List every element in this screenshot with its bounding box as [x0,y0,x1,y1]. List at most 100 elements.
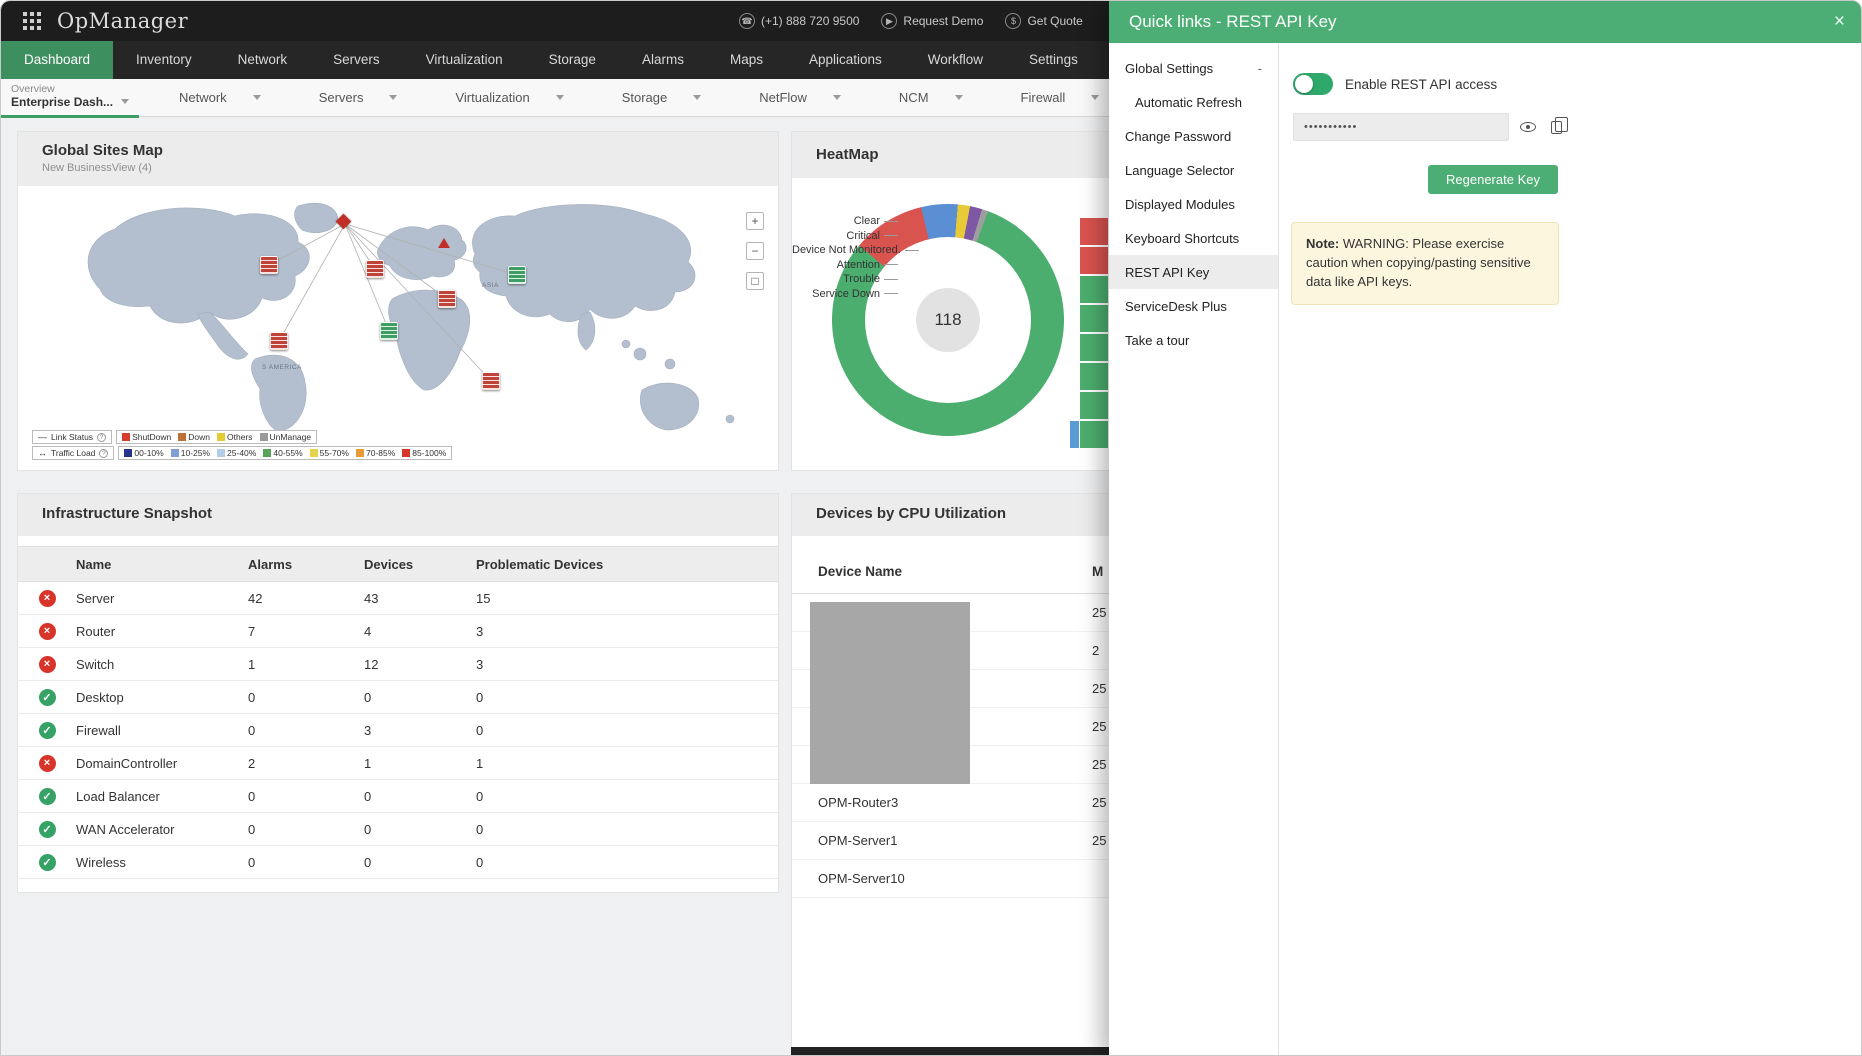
regenerate-key-button[interactable]: Regenerate Key [1428,165,1558,194]
table-row[interactable]: × Server 42 43 15 [18,582,778,615]
alarms-cell[interactable]: 7 [248,623,256,639]
problematic-cell[interactable]: 0 [476,722,484,738]
alarms-cell[interactable]: 0 [248,722,256,738]
world-map[interactable]: ASIA S AMERICA [30,194,768,434]
heatmap-cell-partial[interactable] [1070,421,1079,448]
devices-cell[interactable]: 0 [364,854,372,870]
devices-cell[interactable]: 0 [364,788,372,804]
problematic-cell[interactable]: 3 [476,623,484,639]
heatmap-cell[interactable] [1080,218,1108,245]
alarms-cell[interactable]: 42 [248,590,263,606]
subnav-item[interactable]: Servers [319,90,398,105]
table-row[interactable]: 25 [792,708,1210,746]
active-dashboard-tab[interactable]: Overview Enterprise Dash... [1,79,139,118]
subnav-item[interactable]: Network [179,90,261,105]
alarms-cell[interactable]: 1 [248,656,256,672]
device-name-cell[interactable]: OPM-Server1 [818,833,898,848]
map-device-icon[interactable] [482,372,500,390]
subnav-item[interactable]: Storage [622,90,702,105]
problematic-cell[interactable]: 0 [476,788,484,804]
nav-item[interactable]: Inventory [113,41,215,79]
subnav-item[interactable]: NetFlow [759,90,841,105]
device-name-cell[interactable]: OPM-Router3 [818,795,899,810]
quicklinks-sidebar-item[interactable]: REST API Key [1109,255,1278,289]
heatmap-cell[interactable] [1080,276,1108,303]
device-type-cell[interactable]: Switch [76,656,115,672]
nav-item[interactable]: Applications [786,41,905,79]
quicklinks-sidebar-item[interactable]: Automatic Refresh [1135,94,1242,110]
nav-item[interactable]: Alarms [619,41,707,79]
close-icon[interactable]: × [1833,11,1845,32]
table-row[interactable]: 2 [792,632,1210,670]
alarms-cell[interactable]: 0 [248,854,256,870]
devices-cell[interactable]: 4 [364,623,372,639]
table-row[interactable]: ✓ WAN Accelerator 0 0 0 [18,813,778,846]
table-row[interactable]: × DomainController 2 1 1 [18,747,778,780]
quicklinks-sidebar-item[interactable]: Keyboard Shortcuts [1125,230,1240,246]
table-row[interactable]: ✓ Wireless 0 0 0 [18,846,778,879]
problematic-cell[interactable]: 1 [476,755,484,771]
table-row[interactable]: ✓ Firewall 0 3 0 [18,714,778,747]
table-row[interactable]: ✓ Load Balancer 0 0 0 [18,780,778,813]
alarms-cell[interactable]: 0 [248,689,256,705]
problematic-cell[interactable]: 15 [476,590,491,606]
quicklinks-sidebar-item[interactable]: Displayed Modules [1125,196,1235,212]
map-device-icon[interactable] [270,332,288,350]
heatmap-cell[interactable] [1080,363,1108,390]
problematic-cell[interactable]: 0 [476,689,484,705]
nav-item[interactable]: Workflow [905,41,1006,79]
apps-grid-icon[interactable] [23,12,41,30]
map-device-icon[interactable] [438,290,456,308]
nav-item[interactable]: Servers [310,41,403,79]
phone-link[interactable]: ☎ (+1) 888 720 9500 [739,13,859,29]
alert-triangle-icon[interactable] [438,238,450,248]
heatmap-cell[interactable] [1080,305,1108,332]
subnav-item[interactable]: NCM [899,90,963,105]
device-type-cell[interactable]: Desktop [76,689,124,705]
devices-cell[interactable]: 3 [364,722,372,738]
panel-subtitle[interactable]: New BusinessView (4) [42,162,152,174]
alarms-cell[interactable]: 0 [248,821,256,837]
quicklinks-sidebar-item[interactable]: Take a tour [1125,332,1190,348]
devices-cell[interactable]: 43 [364,590,379,606]
device-type-cell[interactable]: Router [76,623,116,639]
nav-item[interactable]: Maps [707,41,786,79]
copy-key-button[interactable] [1543,113,1569,141]
device-type-cell[interactable]: Server [76,590,115,606]
table-row[interactable]: × Router 7 4 3 [18,615,778,648]
alarms-cell[interactable]: 2 [248,755,256,771]
problematic-cell[interactable]: 3 [476,656,484,672]
table-row[interactable]: 25 [792,746,1210,784]
device-type-cell[interactable]: Firewall [76,722,121,738]
fullscreen-button[interactable]: □ [746,272,764,290]
subnav-item[interactable]: Firewall [1021,90,1100,105]
quicklinks-sidebar-item[interactable]: Change Password [1125,128,1232,144]
show-key-button[interactable] [1515,113,1541,141]
table-row[interactable]: ✓ Desktop 0 0 0 [18,681,778,714]
map-device-icon[interactable] [380,322,398,340]
table-row[interactable]: 25 [792,670,1210,708]
device-type-cell[interactable]: DomainController [76,755,178,771]
quicklinks-sidebar-item[interactable]: ServiceDesk Plus [1125,298,1227,314]
devices-cell[interactable]: 12 [364,656,379,672]
devices-cell[interactable]: 0 [364,689,372,705]
zoom-in-button[interactable]: + [746,212,764,230]
table-row[interactable]: 25 [792,594,1210,632]
table-row[interactable]: × Switch 1 12 3 [18,648,778,681]
device-type-cell[interactable]: Load Balancer [76,788,160,804]
subnav-item[interactable]: Virtualization [455,90,564,105]
map-device-icon[interactable] [508,266,526,284]
heatmap-cell[interactable] [1080,392,1108,419]
nav-item[interactable]: Storage [526,41,619,79]
devices-cell[interactable]: 0 [364,821,372,837]
table-row[interactable]: OPM-Server1 25 [792,822,1210,860]
problematic-cell[interactable]: 0 [476,821,484,837]
table-row[interactable]: OPM-Server10 [792,860,1210,898]
rest-api-toggle[interactable] [1293,73,1333,95]
nav-item[interactable]: Virtualization [403,41,526,79]
help-icon[interactable]: ? [99,448,109,458]
map-device-icon[interactable] [366,260,384,278]
device-type-cell[interactable]: Wireless [76,854,126,870]
devices-cell[interactable]: 1 [364,755,372,771]
heatmap-cell[interactable] [1080,247,1108,274]
